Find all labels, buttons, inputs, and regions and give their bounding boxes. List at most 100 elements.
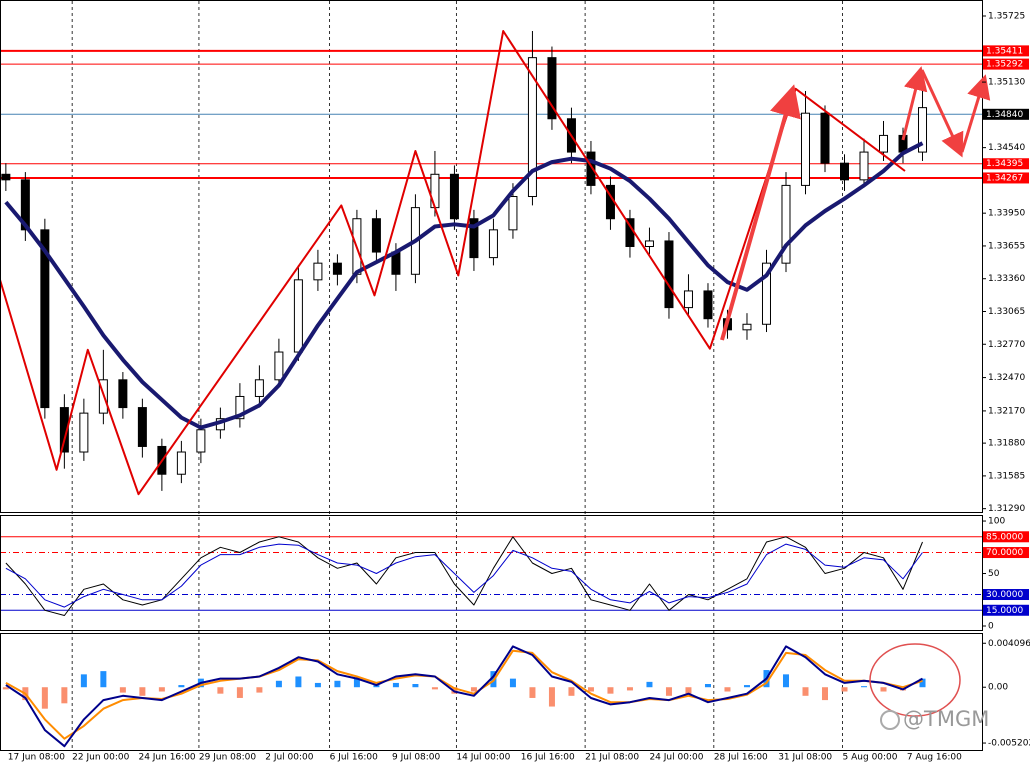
candle-body — [547, 57, 557, 120]
level-label-box — [983, 45, 1029, 57]
candle-body — [488, 229, 498, 259]
level-label-box — [983, 589, 1029, 601]
level-label: 1.35411 — [986, 46, 1023, 56]
level-label: 1.35292 — [986, 60, 1023, 70]
histogram-bar — [256, 687, 263, 693]
histogram-bar — [41, 687, 48, 709]
level-label-box — [983, 547, 1029, 559]
candle-body — [20, 179, 30, 231]
candle-body — [59, 407, 69, 453]
macd-frame — [0, 633, 983, 751]
y-tick-label: 1.31880 — [988, 439, 1025, 449]
candle-body — [742, 323, 752, 331]
candle-body — [313, 262, 323, 281]
x-tick-label: 2 Jul 00:00 — [265, 753, 314, 763]
y-tick-label: 1.33950 — [988, 209, 1025, 219]
level-label-box — [983, 172, 1029, 184]
candle-body — [176, 451, 186, 475]
candle-body — [800, 112, 810, 186]
level-label: 1.34840 — [986, 110, 1023, 120]
candle-body — [820, 112, 830, 164]
histogram-bar — [61, 687, 68, 704]
x-tick-label: 31 Jul 08:00 — [778, 753, 832, 763]
x-tick-label: 22 Jun 00:00 — [72, 753, 129, 763]
y-tick-label: 0 — [988, 622, 994, 632]
watermark-logo — [880, 710, 900, 730]
candle-body — [761, 262, 771, 325]
histogram-bar — [314, 682, 321, 688]
y-tick-label: 0.00 — [988, 683, 1008, 693]
y-tick-label: 1.33655 — [988, 241, 1025, 251]
y-tick-label: 1.34540 — [988, 143, 1025, 153]
y-tick-label: 1.32770 — [988, 340, 1025, 350]
forecast-arrow — [960, 74, 991, 153]
histogram-bar — [665, 687, 672, 696]
candle-body — [664, 240, 674, 309]
histogram-bar — [392, 682, 399, 688]
oscillator-line — [5, 536, 923, 616]
x-tick-label: 14 Jul 00:00 — [456, 753, 510, 763]
histogram-bar — [178, 685, 185, 688]
candle-body — [118, 379, 128, 409]
oscillator-frame — [0, 515, 983, 631]
candle-body — [527, 57, 537, 198]
level-label-box — [983, 531, 1029, 543]
y-tick-label: 100 — [988, 517, 1005, 527]
x-tick-label: 24 Jul 00:00 — [649, 753, 703, 763]
histogram-bar — [470, 687, 477, 692]
level-label: 15.0000 — [986, 606, 1023, 616]
histogram-bar — [275, 680, 282, 688]
histogram-bar — [80, 674, 87, 688]
x-tick-label: 24 Jun 16:00 — [138, 753, 195, 763]
x-tick-label: 6 Jul 16:00 — [330, 753, 379, 763]
candle-body — [293, 279, 303, 353]
candle-body — [683, 290, 693, 309]
histogram-bar — [431, 687, 438, 690]
histogram-bar — [802, 687, 809, 696]
histogram-bar — [334, 680, 341, 688]
histogram-bar — [100, 671, 107, 688]
x-tick-label: 21 Jul 08:00 — [585, 753, 639, 763]
histogram-bar — [568, 687, 575, 696]
histogram-bar — [412, 684, 419, 688]
x-tick-label: 5 Aug 00:00 — [843, 753, 898, 763]
candle-body — [254, 379, 264, 397]
oscillator-line — [5, 543, 923, 608]
level-label: 1.34395 — [986, 159, 1023, 169]
candle-body — [235, 395, 245, 420]
histogram-bar — [353, 677, 360, 688]
histogram-bar — [724, 687, 731, 692]
histogram-bar — [880, 687, 887, 692]
y-tick-label: 50 — [988, 569, 1000, 579]
watermark: @TMGM — [903, 707, 989, 731]
candle-body — [40, 229, 50, 409]
y-tick-label: 0.0040969 — [988, 639, 1030, 649]
x-tick-label: 9 Jul 08:00 — [392, 753, 441, 763]
histogram-bar — [685, 687, 692, 694]
y-tick-label: 1.35130 — [988, 78, 1025, 88]
histogram-bar — [841, 687, 848, 692]
candle-body — [332, 262, 342, 275]
forecast-arrow — [920, 69, 964, 158]
plot-layer — [0, 1, 982, 750]
level-label-box — [983, 108, 1029, 120]
x-tick-label: 16 Jul 16:00 — [521, 753, 575, 763]
candle-body — [918, 107, 928, 153]
histogram-bar — [607, 687, 614, 694]
y-tick-label: 1.31585 — [988, 471, 1025, 481]
histogram-bar — [821, 687, 828, 701]
histogram-bar — [158, 687, 165, 692]
forecast-arrow — [901, 66, 928, 141]
forecast-arrow — [720, 84, 801, 341]
y-tick-label: 1.33360 — [988, 274, 1025, 284]
histogram-bar — [548, 687, 555, 707]
histogram-bar — [919, 678, 926, 688]
x-tick-label: 28 Jul 16:00 — [714, 753, 768, 763]
level-label: 1.34267 — [986, 173, 1023, 183]
y-tick-label: 1.31290 — [988, 504, 1025, 514]
candle-body — [137, 407, 147, 447]
candle-body — [840, 162, 850, 181]
